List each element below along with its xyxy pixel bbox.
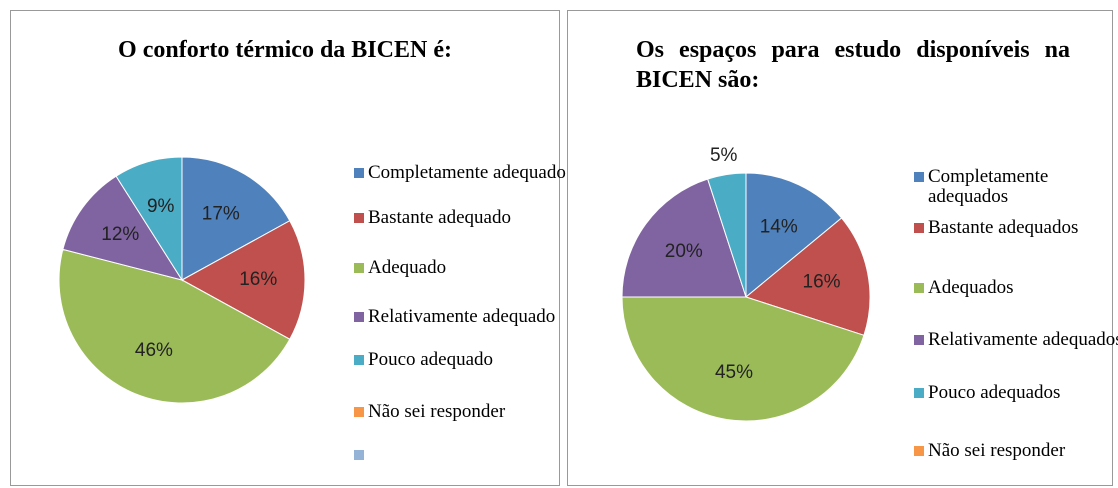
legend-label: Bastante adequado — [368, 207, 511, 228]
chart-title: O conforto térmico da BICEN é: — [118, 37, 452, 63]
legend-entry: Não sei responder — [914, 440, 1118, 461]
legend-swatch — [354, 355, 364, 365]
legend-label: Relativamente adequado — [368, 306, 556, 327]
legend-swatch — [354, 312, 364, 322]
legend-entry: Pouco adequado — [354, 349, 568, 370]
legend-swatch — [914, 446, 924, 456]
legend-entry: Bastante adequados — [914, 217, 1118, 238]
panel — [10, 10, 560, 486]
legend-swatch — [354, 168, 364, 178]
pie-slice — [621, 296, 865, 422]
legend-entry: Não sei responder — [354, 401, 568, 422]
data-label: 16% — [239, 269, 277, 290]
pie-slice — [180, 220, 306, 340]
legend-swatch — [914, 283, 924, 293]
legend-swatch — [354, 450, 364, 460]
pie-slice — [181, 156, 291, 281]
legend-label: Pouco adequado — [368, 349, 494, 370]
pie-slice — [745, 172, 843, 299]
legend-entry: Bastante adequado — [354, 207, 568, 228]
data-label: 5% — [710, 145, 738, 166]
legend-label: Completamente adequados — [928, 166, 1049, 207]
legend-swatch — [914, 223, 924, 233]
legend-entry: Relativamente adequados — [914, 329, 1118, 350]
legend-label: Não sei responder — [368, 401, 506, 422]
data-label: 20% — [665, 241, 703, 262]
legend-entry: Completamente adequados — [914, 166, 1118, 207]
legend-label: Completamente adequado — [368, 162, 566, 183]
legend-entry: Pouco adequados — [914, 382, 1118, 403]
legend-label: Pouco adequados — [928, 382, 1061, 403]
panel — [567, 10, 1113, 486]
pie-slice — [62, 175, 184, 281]
data-label: 45% — [715, 362, 753, 383]
legend-entry: Completamente adequado — [354, 162, 568, 183]
legend-swatch — [914, 388, 924, 398]
legend-swatch — [354, 263, 364, 273]
legend-label: Adequado — [368, 257, 447, 278]
data-label: 12% — [101, 224, 139, 245]
legend-entry: Adequado — [354, 257, 568, 278]
pie-slice — [744, 217, 871, 336]
legend-swatch — [354, 407, 364, 417]
legend-label: Não sei responder — [928, 440, 1066, 461]
data-label: 46% — [135, 340, 173, 361]
legend-label: Relativamente adequados — [928, 329, 1118, 350]
data-label: 16% — [803, 272, 841, 293]
pie-slice — [621, 178, 747, 298]
data-label: 14% — [760, 216, 798, 237]
legend-entry: Adequados — [914, 277, 1118, 298]
legend-swatch — [914, 172, 924, 182]
legend-entry: Relativamente adequado — [354, 306, 568, 327]
chart-title: Os espaços para estudo disponíveis na BI… — [636, 37, 1070, 93]
data-label: 9% — [147, 196, 175, 217]
data-label: 17% — [202, 203, 240, 224]
legend-swatch — [914, 335, 924, 345]
pie-slice — [58, 248, 291, 404]
legend-label: Bastante adequados — [928, 217, 1079, 238]
legend-swatch — [354, 213, 364, 223]
legend-label: Adequados — [928, 277, 1014, 298]
